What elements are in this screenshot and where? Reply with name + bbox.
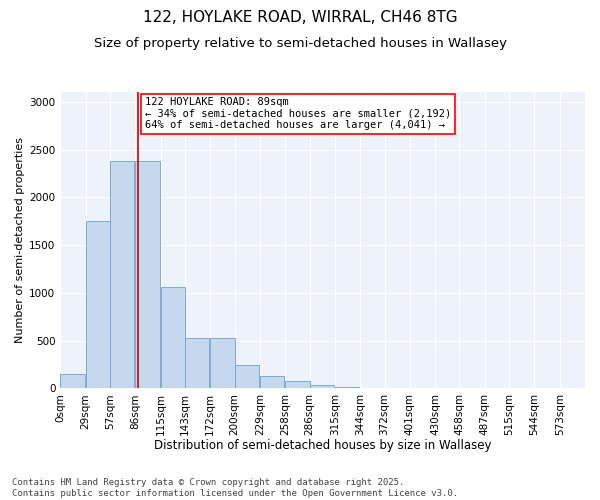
Bar: [310, 386, 334, 388]
Bar: [110, 161, 134, 388]
Bar: [285, 380, 310, 388]
Text: Contains HM Land Registry data © Crown copyright and database right 2025.
Contai: Contains HM Land Registry data © Crown c…: [12, 478, 458, 498]
Bar: [210, 338, 235, 388]
Text: Size of property relative to semi-detached houses in Wallasey: Size of property relative to semi-detach…: [94, 38, 506, 51]
Bar: [60, 374, 85, 388]
X-axis label: Distribution of semi-detached houses by size in Wallasey: Distribution of semi-detached houses by …: [154, 440, 491, 452]
Bar: [235, 366, 259, 388]
Bar: [135, 161, 160, 388]
Text: 122, HOYLAKE ROAD, WIRRAL, CH46 8TG: 122, HOYLAKE ROAD, WIRRAL, CH46 8TG: [143, 10, 457, 25]
Y-axis label: Number of semi-detached properties: Number of semi-detached properties: [15, 138, 25, 344]
Text: 122 HOYLAKE ROAD: 89sqm
← 34% of semi-detached houses are smaller (2,192)
64% of: 122 HOYLAKE ROAD: 89sqm ← 34% of semi-de…: [145, 98, 451, 130]
Bar: [185, 338, 209, 388]
Bar: [260, 376, 284, 388]
Bar: [161, 287, 185, 388]
Bar: [86, 222, 110, 388]
